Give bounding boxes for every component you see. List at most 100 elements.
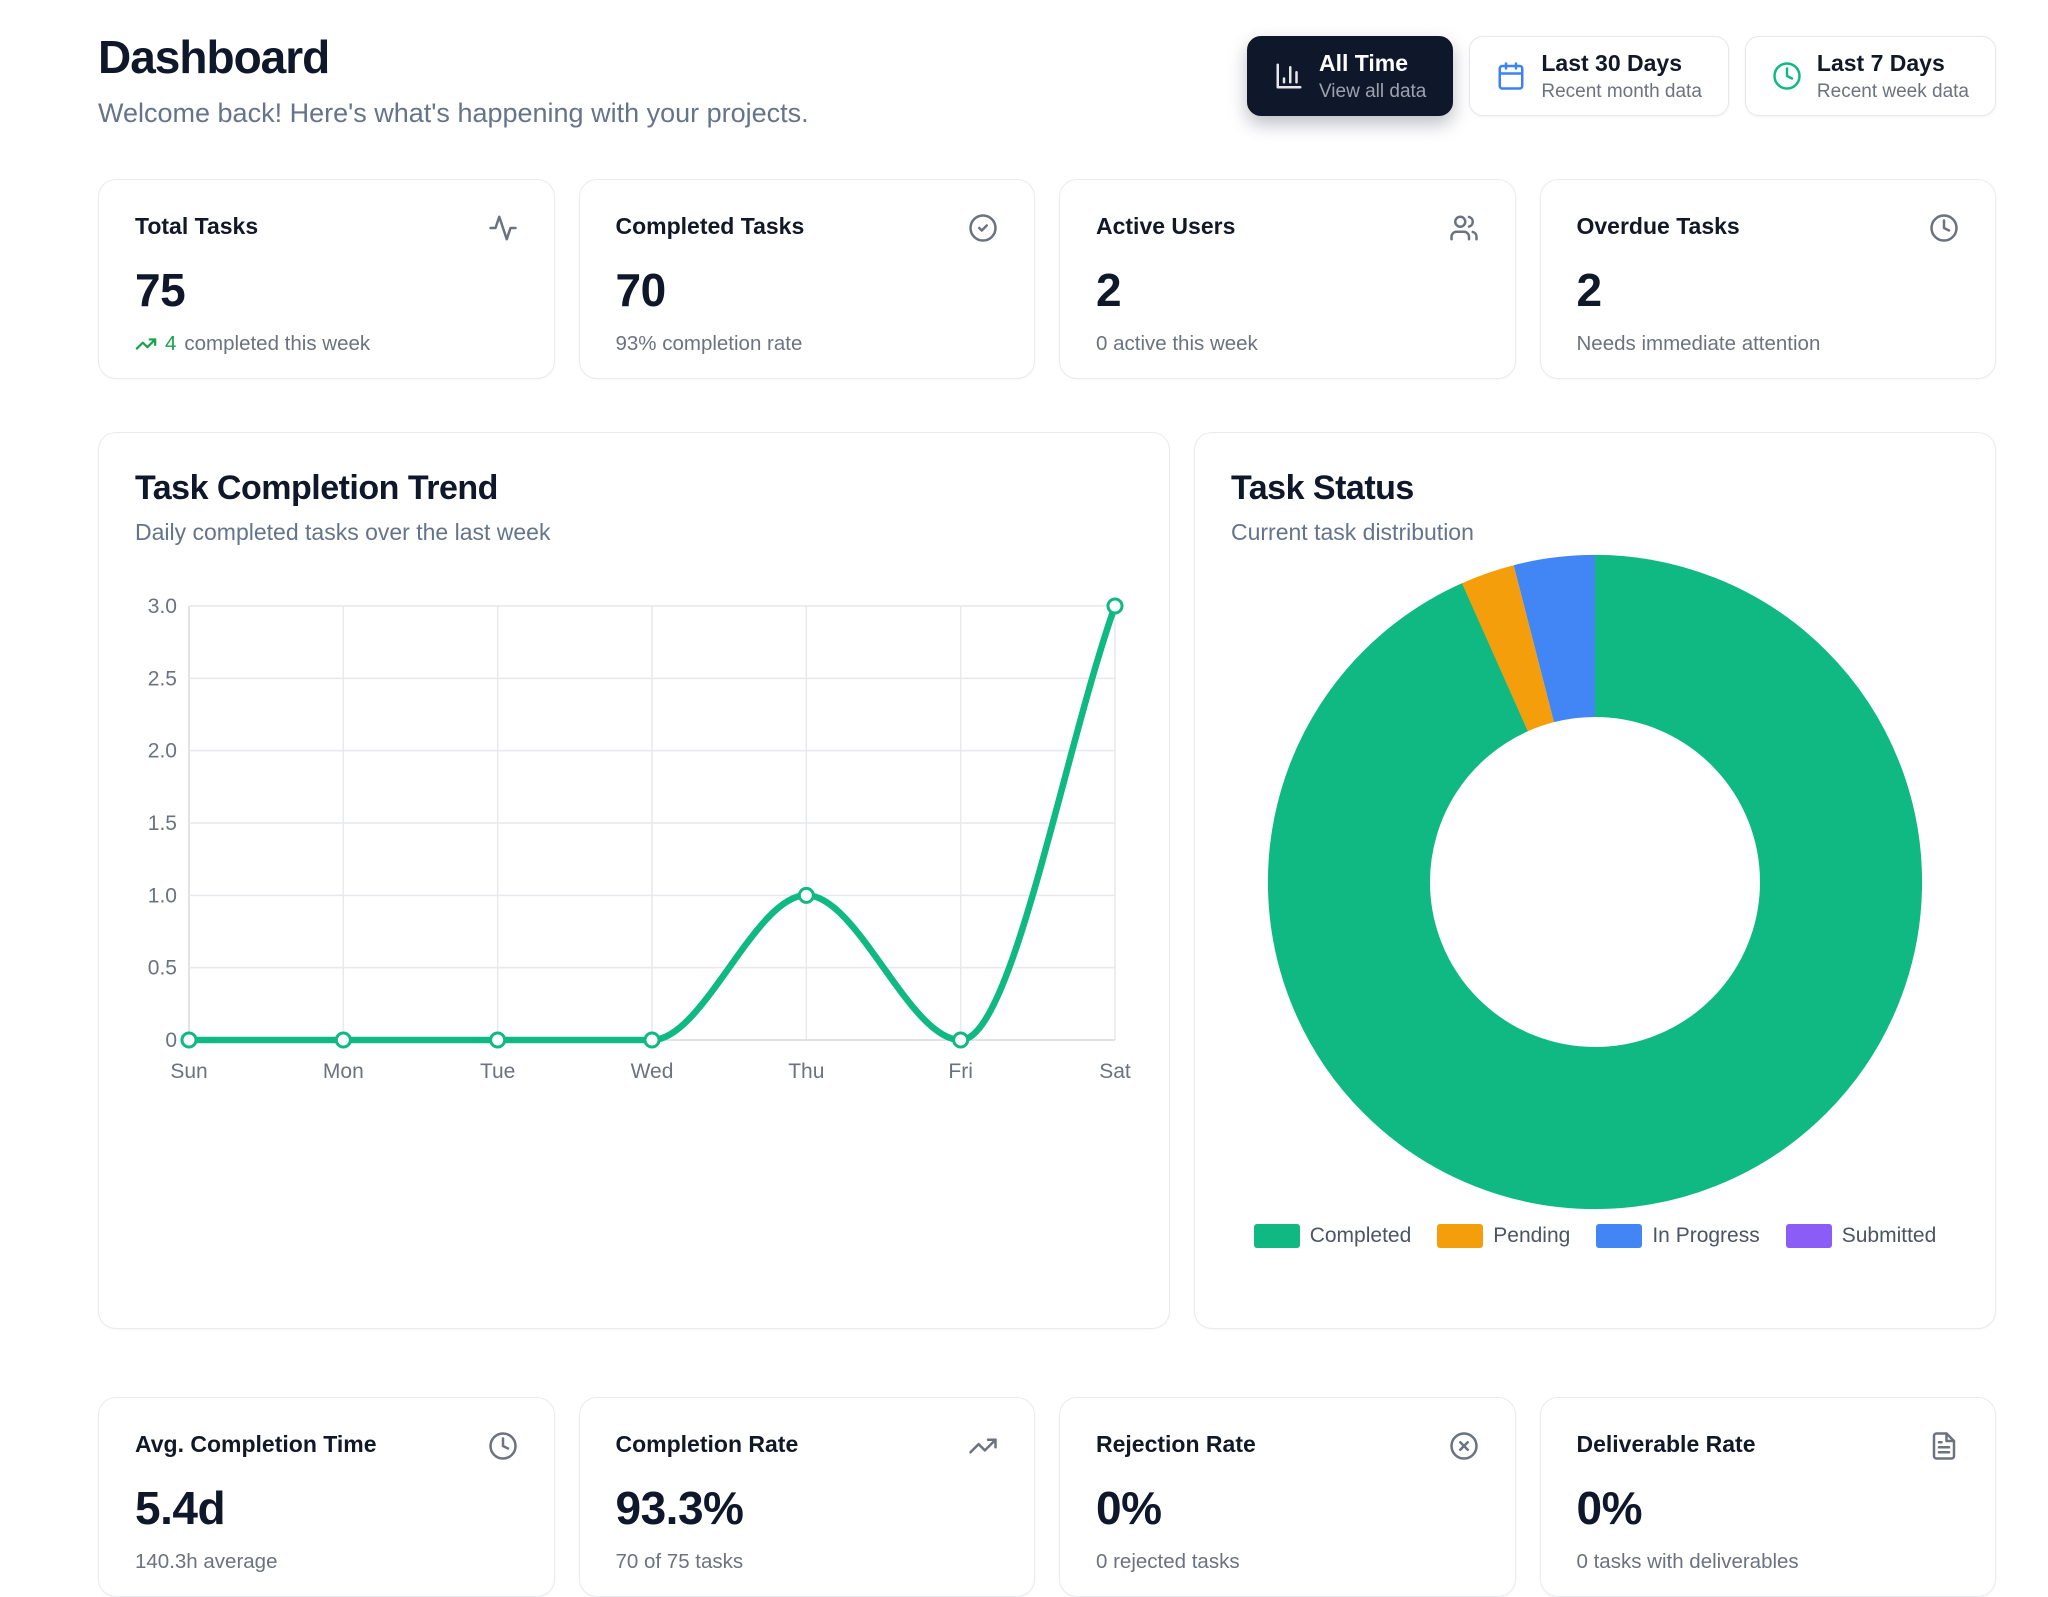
stat-highlight: 4 <box>165 332 177 355</box>
filter-label: Last 30 Days <box>1541 49 1682 76</box>
stat-subtitle: 0 tasks with deliverables <box>1577 1550 1960 1574</box>
x-circle-icon <box>1449 1431 1479 1461</box>
stat-card-avg-completion-time: Avg. Completion Time 5.4d 140.3h average <box>98 1397 555 1597</box>
data-point-marker <box>643 1031 661 1049</box>
chart-title: Task Completion Trend <box>135 469 498 507</box>
stat-subtitle-text: completed this week <box>184 332 371 355</box>
donut-legend: Completed Pending In Progress Submitted <box>1231 1224 1959 1248</box>
filter-label: Last 7 Days <box>1816 49 1945 76</box>
stat-subtitle: 70 of 75 tasks <box>616 1550 999 1574</box>
stat-label: Active Users <box>1096 213 1236 239</box>
data-point-marker <box>180 1031 198 1049</box>
y-tick-label: 1.5 <box>148 812 177 835</box>
filter-last-7-days[interactable]: Last 7 Days Recent week data <box>1744 36 1996 116</box>
task-completion-trend-card: Task Completion Trend Daily completed ta… <box>98 432 1170 1329</box>
y-tick-label: 2.5 <box>148 667 177 690</box>
clock-icon <box>488 1431 518 1461</box>
donut-slice-in-progress <box>1267 554 1923 1210</box>
x-tick-label: Wed <box>631 1060 674 1083</box>
stat-card-rejection-rate: Rejection Rate 0% 0 rejected tasks <box>1059 1397 1516 1597</box>
legend-label: In Progress <box>1652 1224 1760 1247</box>
stat-subtitle: Needs immediate attention <box>1577 332 1960 356</box>
filter-label: All Time <box>1318 49 1409 76</box>
filter-sublabel: Recent week data <box>1816 80 1969 102</box>
trend-line <box>185 602 1119 1044</box>
x-tick-label: Sat <box>1099 1060 1131 1083</box>
legend-item: Submitted <box>1785 1224 1937 1248</box>
stat-label: Rejection Rate <box>1096 1431 1256 1457</box>
filter-sublabel: View all data <box>1318 80 1427 102</box>
stat-card-completion-rate: Completion Rate 93.3% 70 of 75 tasks <box>578 1397 1035 1597</box>
stats-top-row: Total Tasks 75 4 completed this week Com… <box>98 179 1996 379</box>
header: Dashboard Welcome back! Here's what's ha… <box>98 30 1996 129</box>
data-point-marker <box>952 1031 970 1049</box>
stat-card-overdue-tasks: Overdue Tasks 2 Needs immediate attentio… <box>1539 179 1996 379</box>
trending-up-icon <box>135 333 157 355</box>
filter-text: Last 30 Days Recent month data <box>1541 50 1702 103</box>
legend-label: Submitted <box>1841 1224 1937 1247</box>
stat-value: 0% <box>1096 1482 1162 1534</box>
chart-title: Task Status <box>1231 469 1414 507</box>
data-point-marker <box>489 1031 507 1049</box>
data-point-marker <box>1106 597 1124 615</box>
stat-value: 2 <box>1096 264 1122 316</box>
stat-card-deliverable-rate: Deliverable Rate 0% 0 tasks with deliver… <box>1539 1397 1996 1597</box>
stat-subtitle-text: 0 rejected tasks <box>1096 1550 1240 1573</box>
stat-card-active-users: Active Users 2 0 active this week <box>1059 179 1516 379</box>
legend-swatch <box>1437 1224 1484 1248</box>
legend-item: Pending <box>1437 1224 1570 1248</box>
x-tick-label: Tue <box>480 1060 515 1083</box>
y-tick-label: 0 <box>165 1029 177 1052</box>
stat-label: Completed Tasks <box>615 213 805 239</box>
stat-subtitle-text: 93% completion rate <box>615 332 803 355</box>
chart-subtitle: Daily completed tasks over the last week <box>135 519 551 545</box>
legend-swatch <box>1253 1224 1300 1248</box>
title-block: Dashboard Welcome back! Here's what's ha… <box>98 30 809 129</box>
activity-icon <box>488 213 518 243</box>
calendar-icon <box>1496 61 1526 91</box>
legend-swatch <box>1785 1224 1832 1248</box>
x-tick-label: Sun <box>170 1060 207 1083</box>
stat-subtitle-text: 140.3h average <box>135 1550 278 1573</box>
filter-text: All Time View all data <box>1319 50 1426 103</box>
legend-label: Pending <box>1493 1224 1571 1247</box>
bar-chart-icon <box>1274 61 1304 91</box>
line-chart: Sun Mon Tue Wed Thu Fri Sat 0 0.5 1.0 1.5 2.0 2.5 3.0 <box>148 595 1131 1083</box>
stat-subtitle-text: 0 active this week <box>1096 332 1258 355</box>
stat-label: Total Tasks <box>135 213 259 239</box>
x-tick-label: Thu <box>788 1060 824 1083</box>
stat-subtitle-text: 70 of 75 tasks <box>615 1550 744 1573</box>
stat-card-total-tasks: Total Tasks 75 4 completed this week <box>98 179 555 379</box>
stat-value: 70 <box>615 264 667 316</box>
page-title: Dashboard <box>98 31 330 83</box>
x-tick-label: Fri <box>948 1060 973 1083</box>
stat-value: 93.3% <box>615 1482 744 1534</box>
data-point-marker <box>797 886 815 904</box>
task-status-card: Task Status Current task distribution Co… <box>1194 432 1996 1329</box>
y-tick-label: 0.5 <box>148 957 177 980</box>
data-point-marker <box>334 1031 352 1049</box>
stat-subtitle-text: Needs immediate attention <box>1576 332 1821 355</box>
filter-all-time[interactable]: All Time View all data <box>1246 36 1454 116</box>
stat-value: 75 <box>135 264 186 316</box>
clock-icon <box>1929 213 1959 243</box>
stat-label: Completion Rate <box>615 1431 799 1457</box>
donut-slice-completed <box>1267 554 1923 1210</box>
stat-label: Deliverable Rate <box>1576 1431 1756 1457</box>
users-icon <box>1449 213 1479 243</box>
y-tick-label: 2.0 <box>148 740 177 763</box>
stat-subtitle: 93% completion rate <box>616 332 999 356</box>
stat-value: 2 <box>1576 264 1603 316</box>
legend-item: Completed <box>1253 1224 1411 1248</box>
filter-last-30-days[interactable]: Last 30 Days Recent month data <box>1469 36 1729 116</box>
charts-row: Task Completion Trend Daily completed ta… <box>98 432 1996 1329</box>
stats-bottom-row: Avg. Completion Time 5.4d 140.3h average… <box>98 1397 1996 1597</box>
filter-text: Last 7 Days Recent week data <box>1817 50 1969 103</box>
file-text-icon <box>1929 1431 1959 1461</box>
stat-subtitle-text: 0 tasks with deliverables <box>1576 1550 1799 1573</box>
stat-card-completed-tasks: Completed Tasks 70 93% completion rate <box>578 179 1035 379</box>
y-tick-label: 3.0 <box>148 595 177 618</box>
page-subtitle: Welcome back! Here's what's happening wi… <box>98 98 809 128</box>
time-filter-group: All Time View all data Last 30 Days Rece… <box>1246 36 1996 116</box>
y-tick-label: 1.0 <box>148 884 177 907</box>
